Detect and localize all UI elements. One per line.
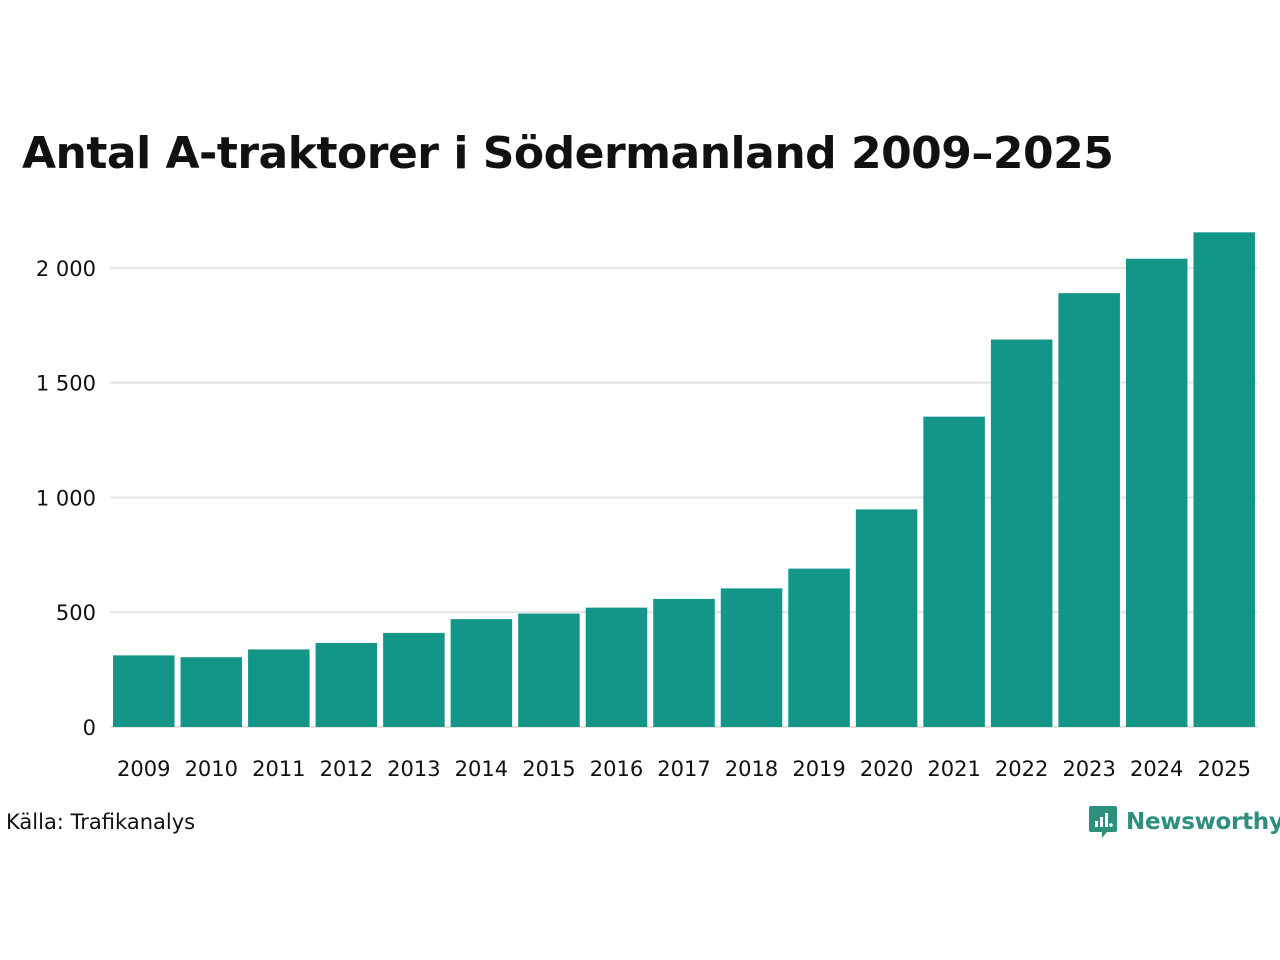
- bar-2024[interactable]: [1125, 258, 1188, 727]
- y-axis-ticks: 0 500 1 000 1 500 2 000: [36, 257, 96, 740]
- x-tick-label: 2021: [927, 757, 980, 781]
- source-note: Källa: Trafikanalys: [6, 810, 196, 834]
- bar-2010[interactable]: [180, 657, 243, 727]
- x-tick-label: 2018: [725, 757, 778, 781]
- x-tick-label: 2014: [455, 757, 508, 781]
- bar-2018[interactable]: [720, 588, 783, 727]
- x-tick-label: 2013: [387, 757, 440, 781]
- bar-2025[interactable]: [1193, 232, 1255, 728]
- x-tick-label: 2025: [1198, 757, 1251, 781]
- bar-2023[interactable]: [1058, 293, 1120, 727]
- x-tick-label: 2020: [860, 757, 913, 781]
- bar-2020[interactable]: [855, 509, 918, 727]
- logo-text: Newsworthy: [1126, 809, 1280, 835]
- bar-2011[interactable]: [248, 649, 310, 727]
- y-tick-label: 0: [83, 716, 96, 740]
- x-axis-ticks: 2009 2010 2011 2012 2013 2014 2015 2016 2017 2018…: [117, 757, 1251, 781]
- x-tick-label: 2011: [252, 757, 305, 781]
- x-tick-label: 2019: [792, 757, 845, 781]
- x-tick-label: 2024: [1130, 757, 1183, 781]
- y-tick-label: 500: [56, 601, 96, 625]
- y-tick-label: 2 000: [36, 257, 96, 281]
- bar-2017[interactable]: [653, 598, 715, 727]
- y-tick-label: 1 000: [36, 486, 96, 510]
- x-tick-label: 2015: [522, 757, 575, 781]
- x-tick-label: 2009: [117, 757, 170, 781]
- x-tick-label: 2023: [1062, 757, 1115, 781]
- x-tick-label: 2017: [657, 757, 710, 781]
- newsworthy-logo-icon: [1089, 806, 1117, 838]
- y-tick-label: 1 500: [36, 372, 96, 396]
- bar-2014[interactable]: [450, 619, 513, 727]
- bar-2021[interactable]: [923, 416, 985, 727]
- bar-2022[interactable]: [990, 339, 1053, 727]
- bar-2012[interactable]: [315, 642, 378, 727]
- bar-2016[interactable]: [585, 607, 648, 727]
- bar-2009[interactable]: [113, 655, 175, 727]
- bar-2015[interactable]: [518, 613, 580, 727]
- x-tick-label: 2012: [320, 757, 373, 781]
- newsworthy-logo[interactable]: Newsworthy: [1088, 803, 1280, 841]
- x-tick-label: 2016: [590, 757, 643, 781]
- bar-2013[interactable]: [383, 632, 445, 727]
- chart-title: Antal A-traktorer i Södermanland 2009–20…: [22, 128, 1114, 179]
- x-tick-label: 2022: [995, 757, 1048, 781]
- x-tick-label: 2010: [185, 757, 238, 781]
- bars: [113, 232, 1255, 728]
- bar-2019[interactable]: [788, 568, 850, 727]
